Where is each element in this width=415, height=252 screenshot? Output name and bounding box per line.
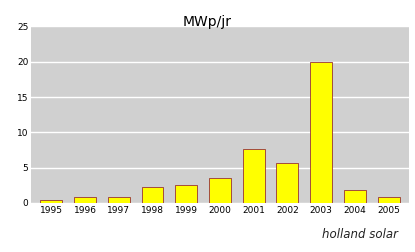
Bar — [209, 178, 231, 203]
Text: MWp/jr: MWp/jr — [183, 15, 232, 29]
Bar — [276, 163, 298, 203]
Bar — [74, 197, 96, 203]
Text: holland solar: holland solar — [322, 228, 398, 241]
Bar — [344, 190, 366, 203]
Bar — [40, 200, 62, 203]
Bar — [108, 197, 130, 203]
Bar — [310, 62, 332, 203]
Bar — [175, 184, 197, 203]
Bar — [142, 187, 164, 203]
Bar — [243, 149, 265, 203]
Bar — [378, 197, 400, 203]
